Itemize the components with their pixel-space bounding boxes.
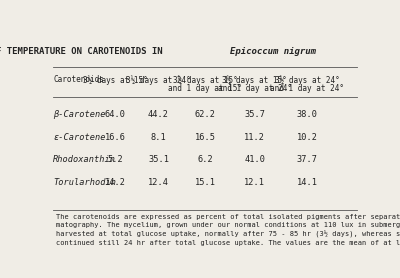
Text: 3½ days at 15°: 3½ days at 15° bbox=[222, 75, 287, 85]
Text: 44.2: 44.2 bbox=[148, 110, 169, 120]
Text: 16.5: 16.5 bbox=[194, 133, 216, 142]
Text: Torularhodin: Torularhodin bbox=[53, 178, 116, 187]
Text: 12.4: 12.4 bbox=[148, 178, 169, 187]
Text: 37.7: 37.7 bbox=[297, 155, 318, 164]
Text: 38.0: 38.0 bbox=[297, 110, 318, 120]
Text: 6.2: 6.2 bbox=[197, 155, 213, 164]
Text: and 1 day at 24°: and 1 day at 24° bbox=[218, 84, 292, 93]
Text: 5.2: 5.2 bbox=[107, 155, 123, 164]
Text: β-Carotene: β-Carotene bbox=[53, 110, 106, 120]
Text: Carotenoids: Carotenoids bbox=[53, 75, 104, 84]
Text: 16.6: 16.6 bbox=[105, 133, 126, 142]
Text: 3½ days at 24°: 3½ days at 24° bbox=[275, 75, 340, 85]
Text: 12.1: 12.1 bbox=[244, 178, 265, 187]
Text: and 1 day at 24°: and 1 day at 24° bbox=[270, 84, 344, 93]
Text: 62.2: 62.2 bbox=[194, 110, 216, 120]
Text: ε-Carotene: ε-Carotene bbox=[53, 133, 106, 142]
Text: and 1 day at 15°: and 1 day at 15° bbox=[168, 84, 242, 93]
Text: 35.1: 35.1 bbox=[148, 155, 169, 164]
Text: 14.1: 14.1 bbox=[297, 178, 318, 187]
Text: 41.0: 41.0 bbox=[244, 155, 265, 164]
Text: 10.2: 10.2 bbox=[297, 133, 318, 142]
Text: 14.2: 14.2 bbox=[105, 178, 126, 187]
Text: Rhodoxanthin: Rhodoxanthin bbox=[53, 155, 116, 164]
Text: 3½ days at 24°: 3½ days at 24° bbox=[126, 75, 191, 85]
Text: 3½ days at 15°: 3½ days at 15° bbox=[83, 75, 148, 85]
Text: 15.1: 15.1 bbox=[194, 178, 216, 187]
Text: Epicoccum nigrum: Epicoccum nigrum bbox=[230, 47, 316, 56]
Text: EFFECT OF TEMPERATURE ON CAROTENOIDS IN: EFFECT OF TEMPERATURE ON CAROTENOIDS IN bbox=[0, 47, 168, 56]
Text: 8.1: 8.1 bbox=[151, 133, 166, 142]
Text: The carotenoids are expressed as percent of total isolated pigments after separa: The carotenoids are expressed as percent… bbox=[56, 214, 400, 246]
Text: 11.2: 11.2 bbox=[244, 133, 265, 142]
Text: 3½ days at 15°: 3½ days at 15° bbox=[173, 75, 237, 85]
Text: 64.0: 64.0 bbox=[105, 110, 126, 120]
Text: 35.7: 35.7 bbox=[244, 110, 265, 120]
